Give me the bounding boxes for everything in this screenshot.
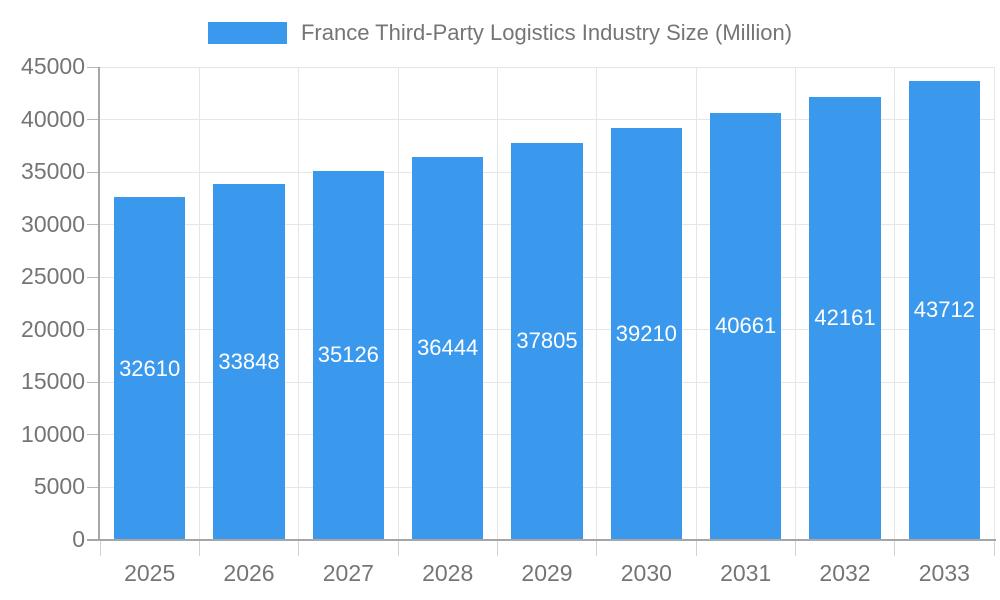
bar[interactable] <box>113 197 186 540</box>
x-tick-label: 2026 <box>223 560 275 586</box>
y-tick <box>87 224 100 226</box>
bar-value-label: 43712 <box>913 297 975 323</box>
bar-value-label: 40661 <box>715 313 777 339</box>
y-tick <box>87 486 100 488</box>
x-axis-line <box>87 539 996 541</box>
x-tick-label: 2025 <box>124 560 176 586</box>
y-tick <box>87 119 100 121</box>
y-axis-line <box>98 67 100 540</box>
y-tick <box>87 276 100 278</box>
v-gridline <box>695 67 697 540</box>
bar[interactable] <box>610 127 683 540</box>
x-tick-label: 2032 <box>819 560 871 586</box>
v-gridline <box>894 67 896 540</box>
x-tick <box>198 540 200 556</box>
bar[interactable] <box>411 156 484 540</box>
y-tick-label: 45000 <box>21 52 85 79</box>
y-tick-label: 0 <box>72 525 85 552</box>
bar[interactable] <box>908 80 981 540</box>
bar-value-label: 32610 <box>119 355 181 381</box>
bar[interactable] <box>213 184 285 540</box>
y-tick <box>87 66 100 68</box>
v-gridline <box>397 67 399 540</box>
y-tick-label: 30000 <box>21 210 85 237</box>
y-tick-label: 25000 <box>21 263 85 290</box>
x-tick <box>397 540 399 556</box>
x-tick <box>794 540 796 556</box>
x-tick <box>993 540 995 556</box>
y-tick <box>87 329 100 331</box>
h-gridline <box>100 66 994 68</box>
y-tick-label: 10000 <box>21 420 85 447</box>
legend[interactable]: France Third-Party Logistics Industry Si… <box>0 20 1000 46</box>
bar-value-label: 36444 <box>417 335 479 361</box>
x-tick <box>695 540 697 556</box>
chart-title: France Third-Party Logistics Industry Si… <box>300 20 793 45</box>
v-gridline <box>596 67 598 540</box>
bar-value-label: 39210 <box>615 320 677 346</box>
v-gridline <box>198 67 200 540</box>
x-tick <box>496 540 498 556</box>
v-gridline <box>298 67 300 540</box>
y-tick <box>87 171 100 173</box>
y-tick-label: 20000 <box>21 315 85 342</box>
v-gridline <box>993 67 995 540</box>
v-gridline <box>496 67 498 540</box>
bar[interactable] <box>809 96 881 540</box>
bar-value-label: 35126 <box>317 342 379 368</box>
bar-value-label: 37805 <box>516 328 578 354</box>
x-tick <box>99 540 101 556</box>
bar-value-label: 42161 <box>814 305 876 331</box>
y-tick-label: 40000 <box>21 105 85 132</box>
x-tick-label: 2029 <box>521 560 573 586</box>
x-tick-label: 2027 <box>322 560 374 586</box>
y-tick-label: 5000 <box>33 473 85 500</box>
h-gridline <box>100 119 994 121</box>
bar-value-label: 33848 <box>218 349 280 375</box>
y-tick-label: 35000 <box>21 158 85 185</box>
y-tick <box>87 434 100 436</box>
legend-swatch <box>207 22 287 44</box>
y-tick <box>87 381 100 383</box>
x-tick-label: 2031 <box>720 560 772 586</box>
bar[interactable] <box>709 112 782 540</box>
x-tick-label: 2030 <box>620 560 672 586</box>
x-tick-label: 2028 <box>422 560 474 586</box>
y-tick-label: 15000 <box>21 368 85 395</box>
x-tick <box>596 540 598 556</box>
x-tick <box>894 540 896 556</box>
x-tick <box>298 540 300 556</box>
x-tick-label: 2033 <box>918 560 970 586</box>
v-gridline <box>794 67 796 540</box>
bar[interactable] <box>312 170 385 540</box>
bar[interactable] <box>511 142 583 540</box>
